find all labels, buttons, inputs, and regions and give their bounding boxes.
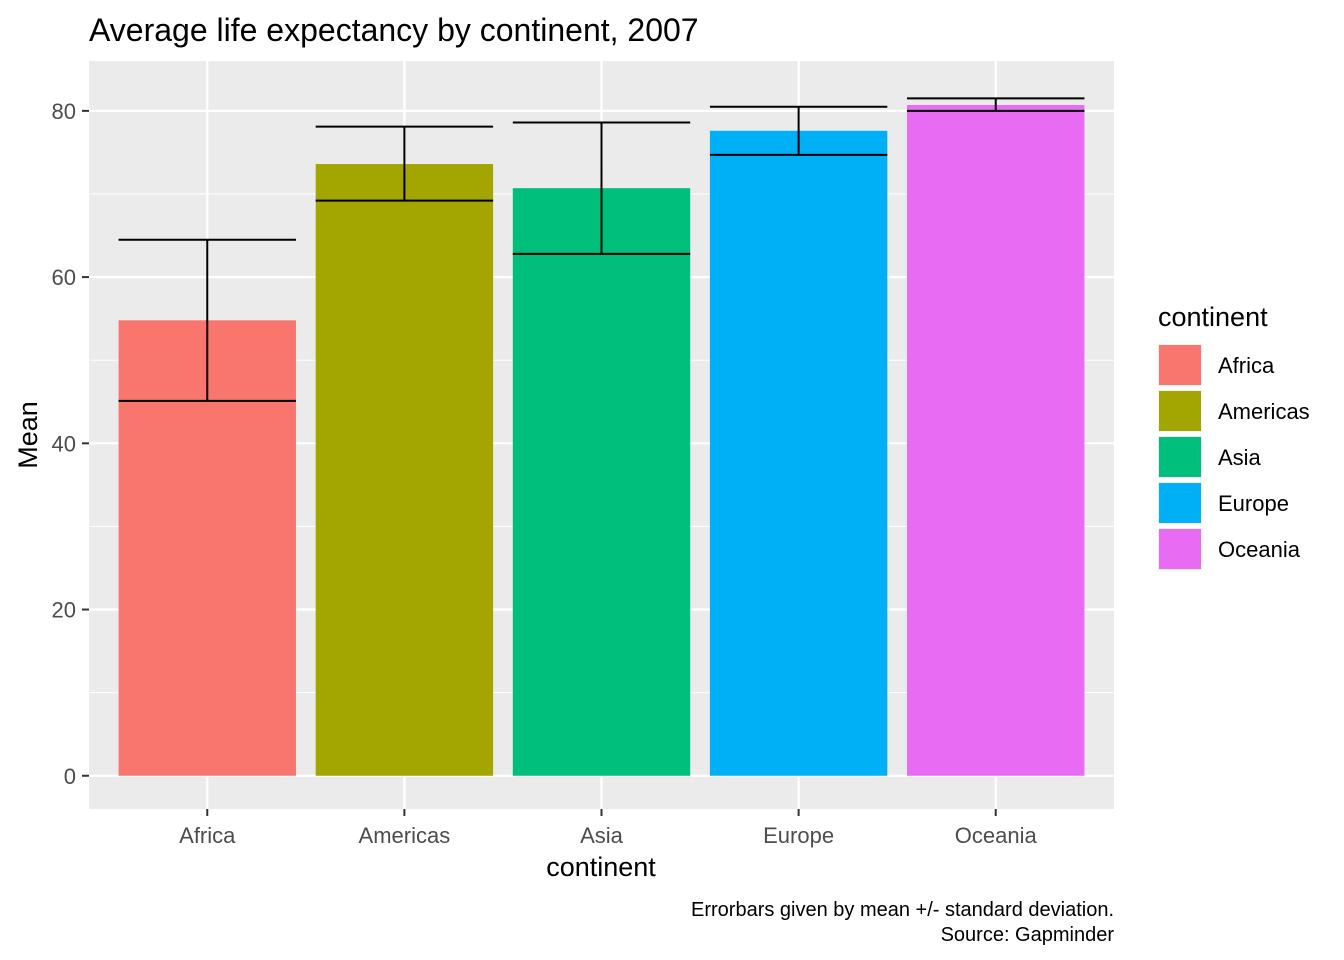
caption-line-2: Source: Gapminder — [941, 924, 1115, 946]
legend-swatch-europe — [1159, 483, 1201, 523]
y-tick-label: 40 — [52, 431, 76, 456]
x-tick-label-europe: Europe — [763, 823, 834, 848]
legend-swatch-americas — [1159, 391, 1201, 431]
legend: continent Africa Americas Asia Europe Oceani… — [1158, 302, 1310, 570]
x-tick-label-asia: Asia — [580, 823, 624, 848]
bar-oceania — [907, 105, 1085, 776]
x-tick-label-americas: Americas — [359, 823, 451, 848]
bar-americas — [315, 164, 494, 776]
caption-line-1: Errorbars given by mean +/- standard dev… — [691, 899, 1114, 921]
y-tick-label: 0 — [64, 764, 76, 789]
y-tick-label: 80 — [52, 99, 76, 124]
x-axis-title: continent — [546, 852, 656, 882]
errorbar-layer — [118, 97, 1085, 402]
axis-layer: 0 20 40 60 80 Africa Americas Asia Europe Oceania — [52, 99, 1038, 848]
chart-title: Average life expectancy by continent, 20… — [89, 12, 699, 48]
y-tick-label: 20 — [52, 598, 76, 623]
legend-swatch-oceania — [1159, 529, 1201, 569]
legend-label-oceania: Oceania — [1218, 537, 1301, 562]
legend-label-asia: Asia — [1218, 445, 1262, 470]
legend-label-africa: Africa — [1218, 353, 1275, 378]
x-tick-label-oceania: Oceania — [955, 823, 1038, 848]
legend-swatch-asia — [1159, 437, 1201, 477]
legend-title: continent — [1158, 302, 1268, 332]
legend-label-europe: Europe — [1218, 491, 1289, 516]
y-tick-label: 60 — [52, 265, 76, 290]
bar-europe — [709, 130, 888, 776]
x-tick-label-africa: Africa — [179, 823, 236, 848]
y-axis-title: Mean — [13, 401, 43, 469]
legend-label-americas: Americas — [1218, 399, 1310, 424]
bar-asia — [512, 188, 691, 776]
bar-layer — [118, 105, 1085, 776]
legend-swatch-africa — [1159, 345, 1201, 385]
